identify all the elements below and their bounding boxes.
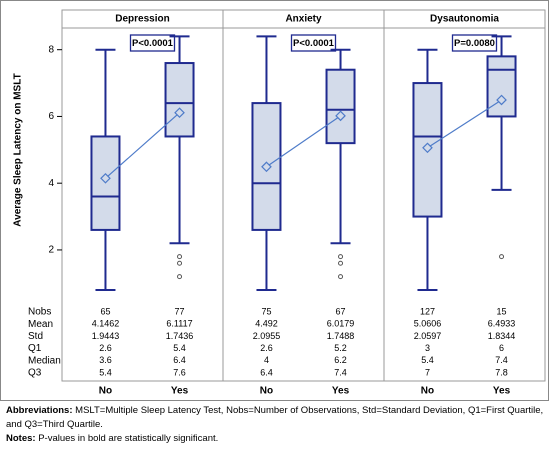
stat-value: 6.4 bbox=[173, 355, 186, 365]
stat-value: 6.4 bbox=[260, 367, 273, 377]
panel-title: Anxiety bbox=[285, 14, 322, 25]
stat-value: 1.7436 bbox=[166, 331, 194, 341]
stat-value: 7 bbox=[425, 367, 430, 377]
stat-value: 7.4 bbox=[495, 355, 508, 365]
stat-value: 7.4 bbox=[334, 367, 347, 377]
outlier bbox=[177, 254, 183, 260]
stat-value: 5.4 bbox=[173, 343, 186, 353]
p-value-box bbox=[290, 34, 337, 52]
y-tick-label: 8 bbox=[48, 44, 54, 55]
box bbox=[164, 62, 195, 138]
stat-value: 6.0179 bbox=[327, 319, 355, 329]
stat-value: 127 bbox=[420, 306, 435, 316]
stat-value: 1.9443 bbox=[92, 331, 120, 341]
stat-value: 6.1117 bbox=[166, 319, 192, 329]
stat-value: 67 bbox=[336, 306, 346, 316]
stat-value: 4.492 bbox=[255, 319, 278, 329]
stat-value: 2.6 bbox=[260, 343, 273, 353]
box bbox=[486, 55, 517, 118]
mean-line bbox=[105, 112, 180, 179]
stat-value: 5.2 bbox=[334, 343, 347, 353]
y-tick-label: 6 bbox=[48, 111, 54, 122]
stat-label: Q3 bbox=[28, 368, 42, 379]
stat-label: Std bbox=[28, 331, 43, 342]
p-value: P<0.0001 bbox=[293, 38, 335, 49]
stat-value: 4 bbox=[264, 355, 269, 365]
y-tick-label: 4 bbox=[48, 178, 54, 189]
stat-value: 77 bbox=[175, 306, 185, 316]
stat-value: 4.1462 bbox=[92, 319, 120, 329]
mean-marker bbox=[422, 142, 433, 154]
x-tick-label: No bbox=[421, 386, 434, 397]
outlier bbox=[177, 274, 183, 280]
notes-label: Notes: bbox=[6, 433, 36, 444]
box bbox=[325, 68, 356, 145]
stat-label: Mean bbox=[28, 319, 53, 330]
mean-marker bbox=[100, 172, 111, 184]
footnotes: Abbreviations: MSLT=Multiple Sleep Laten… bbox=[6, 404, 544, 446]
panel-title: Dysautonomia bbox=[430, 14, 499, 25]
stat-value: 5.0606 bbox=[414, 319, 442, 329]
stat-value: 3.6 bbox=[99, 355, 112, 365]
x-tick-label: Yes bbox=[493, 386, 511, 397]
stat-value: 2.0597 bbox=[414, 331, 442, 341]
stat-label: Median bbox=[28, 355, 61, 366]
p-value: P<0.0001 bbox=[132, 38, 174, 49]
p-value: P=0.0080 bbox=[454, 38, 495, 49]
notes-text: P-values in bold are statistically signi… bbox=[38, 433, 219, 444]
stat-value: 6.4933 bbox=[488, 319, 516, 329]
plot-frame bbox=[61, 9, 546, 382]
stat-value: 7.8 bbox=[495, 367, 508, 377]
outer-border bbox=[0, 0, 549, 401]
outlier bbox=[499, 254, 505, 260]
stat-value: 7.6 bbox=[173, 367, 186, 377]
panel-title: Depression bbox=[115, 14, 169, 25]
mean-marker bbox=[335, 110, 346, 122]
outlier bbox=[338, 260, 344, 266]
outlier bbox=[338, 254, 344, 260]
stat-value: 75 bbox=[261, 306, 271, 316]
stat-value: 15 bbox=[497, 306, 507, 316]
stat-value: 5.4 bbox=[421, 355, 434, 365]
mean-line bbox=[266, 115, 341, 168]
stat-value: 1.8344 bbox=[488, 331, 516, 341]
stat-value: 5.4 bbox=[99, 367, 112, 377]
outlier bbox=[177, 260, 183, 266]
x-tick-label: No bbox=[260, 386, 273, 397]
stat-value: 1.7488 bbox=[327, 331, 355, 341]
stat-value: 3 bbox=[425, 343, 430, 353]
stat-value: 6 bbox=[499, 343, 504, 353]
abbreviations: Abbreviations: MSLT=Multiple Sleep Laten… bbox=[6, 404, 544, 432]
abbreviations-text: MSLT=Multiple Sleep Latency Test, Nobs=N… bbox=[6, 405, 544, 430]
y-axis-title: Average Sleep Latency on MSLT bbox=[13, 73, 24, 226]
p-value-box bbox=[451, 34, 498, 52]
stat-value: 2.0955 bbox=[253, 331, 281, 341]
y-tick-label: 2 bbox=[48, 245, 54, 256]
stat-value: 6.2 bbox=[334, 355, 347, 365]
outlier bbox=[338, 274, 344, 280]
stat-label: Q1 bbox=[28, 343, 42, 354]
x-tick-label: No bbox=[99, 386, 112, 397]
abbreviations-label: Abbreviations: bbox=[6, 405, 73, 416]
mean-marker bbox=[496, 94, 507, 106]
x-tick-label: Yes bbox=[171, 386, 189, 397]
notes: Notes: P-values in bold are statisticall… bbox=[6, 432, 544, 446]
stat-value: 65 bbox=[100, 306, 110, 316]
mean-line bbox=[427, 99, 502, 149]
p-value-box bbox=[129, 34, 176, 52]
x-tick-label: Yes bbox=[332, 386, 350, 397]
mean-marker bbox=[174, 107, 185, 119]
chart: Average Sleep Latency on MSLT 2468NobsMe… bbox=[0, 0, 549, 401]
mean-marker bbox=[261, 161, 272, 173]
stat-label: Nobs bbox=[28, 307, 51, 318]
stat-value: 2.6 bbox=[99, 343, 112, 353]
